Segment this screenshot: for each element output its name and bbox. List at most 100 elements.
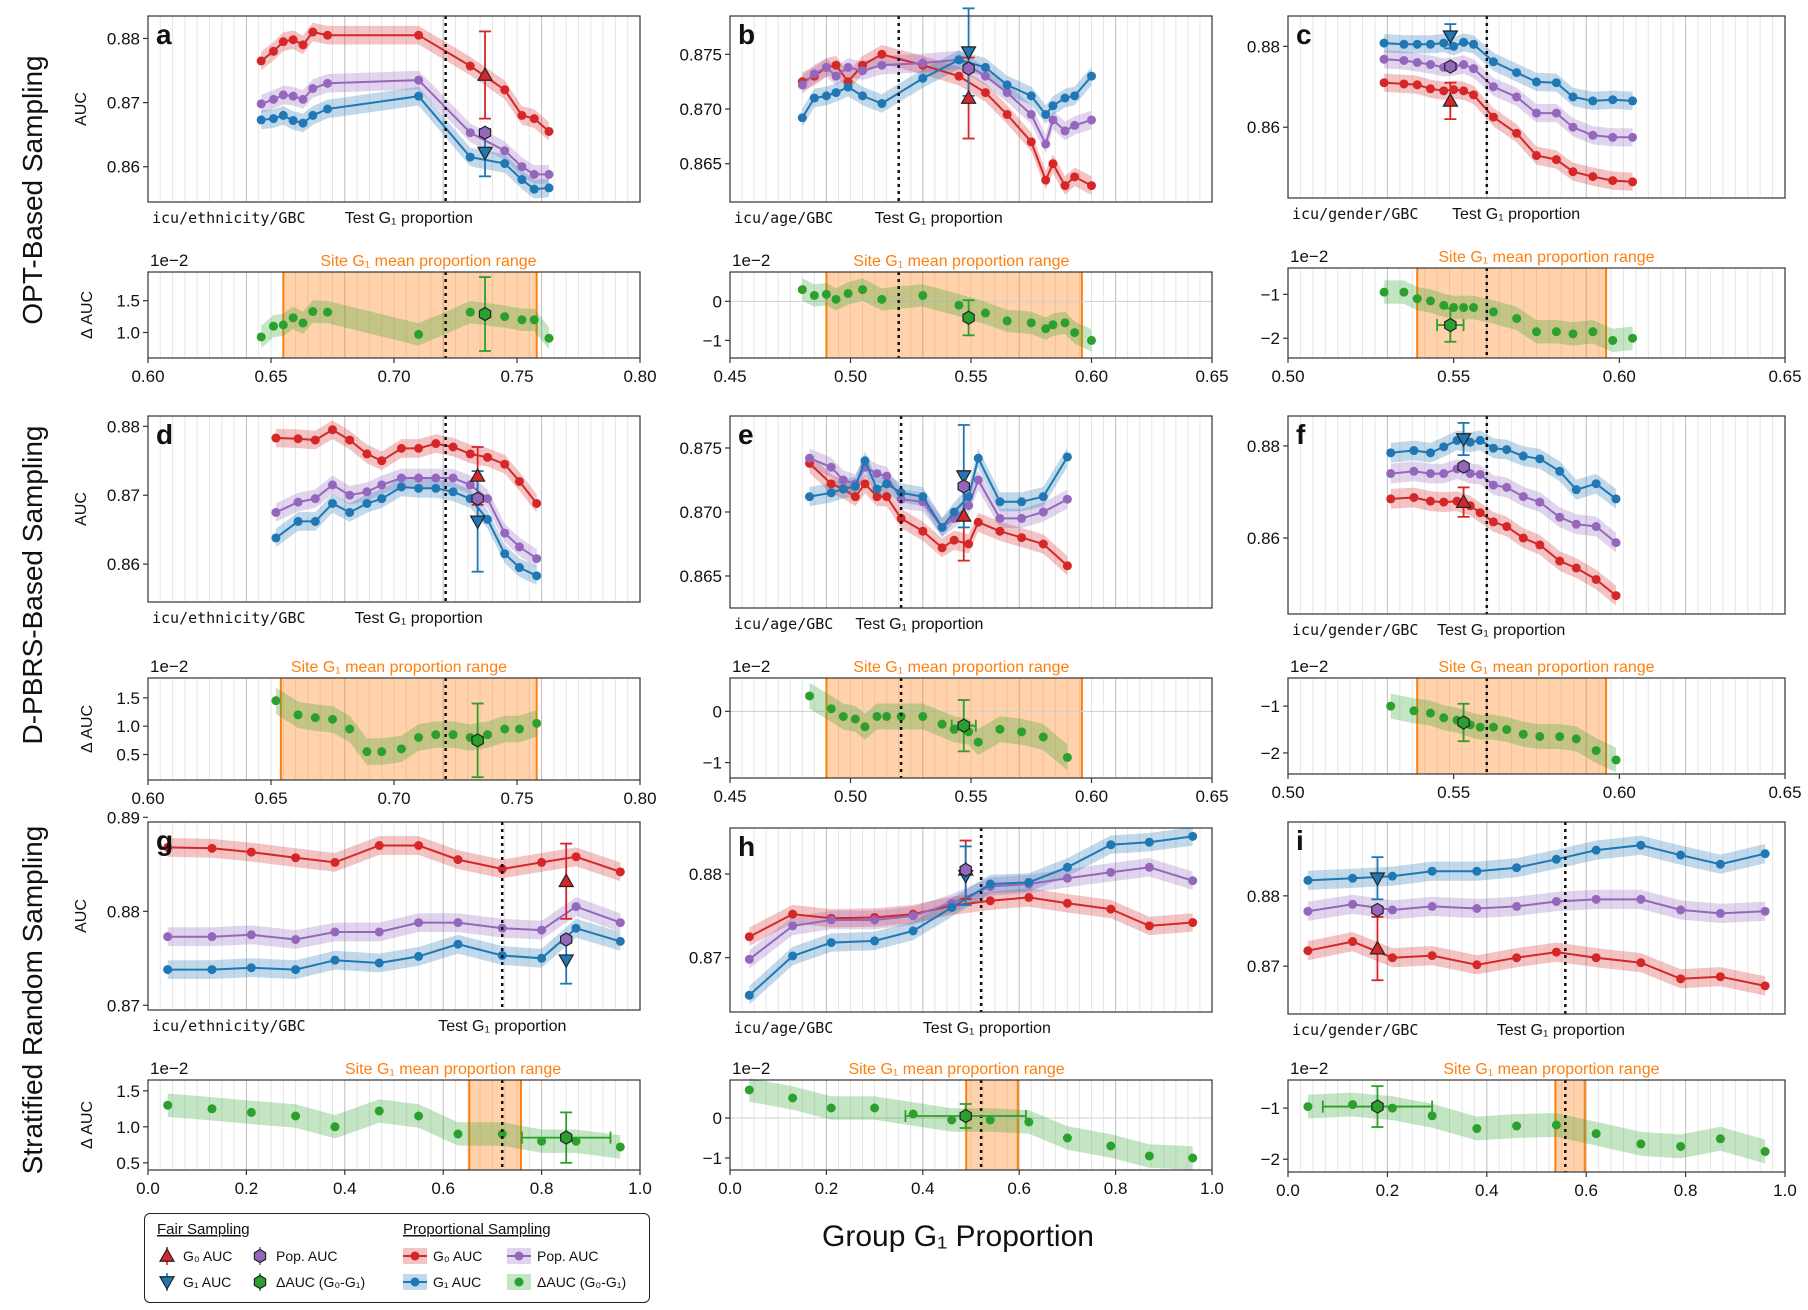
g1-point (1591, 845, 1601, 855)
g0-point (207, 843, 217, 853)
xtick-label: 0.45 (713, 367, 746, 386)
g0-point (500, 85, 510, 95)
pop-point (1535, 497, 1545, 507)
pop-point (1611, 538, 1621, 548)
g0-point (1062, 561, 1072, 571)
g1-point (1469, 39, 1479, 49)
g1-point (838, 484, 848, 494)
g1-point (323, 104, 333, 114)
g1-point (414, 91, 424, 101)
pop-point (414, 75, 424, 85)
xtick-label: 1.0 (1773, 1181, 1797, 1200)
panel-c: 0.86 0.88 −2 −1 0.50 0.55 0.60 0.65 c icu/gender/… (1247, 15, 1802, 386)
top-ytick-label: 0.870 (679, 100, 722, 119)
g0-point (1062, 898, 1072, 908)
g0-point (377, 456, 387, 466)
g1-point (268, 114, 278, 124)
g0-point (985, 896, 995, 906)
xtick-label: 0.60 (1603, 783, 1636, 802)
bottom-ytick-label: 1.5 (116, 689, 140, 708)
panel-letter: h (738, 831, 755, 862)
delta-band (749, 1078, 1193, 1170)
g0-point (788, 909, 798, 919)
g1-point (1060, 93, 1070, 103)
delta-point (954, 300, 964, 310)
test-proportion-label: Test G₁ proportion (1452, 206, 1580, 223)
g1-point (537, 953, 547, 963)
legend-dot-swatch (514, 1277, 524, 1287)
delta-point (414, 733, 424, 742)
scale-label: 1e−2 (732, 1059, 770, 1078)
delta-point (377, 747, 387, 757)
pop-point (288, 91, 298, 101)
pop-point (310, 494, 320, 504)
g1-band (275, 477, 537, 586)
delta-point (995, 724, 1005, 734)
delta-point (1469, 303, 1479, 313)
legend: Fair Sampling Proportional Sampling G₀ A… (144, 1213, 650, 1303)
delta-point (1387, 1103, 1397, 1113)
delta-point (288, 313, 298, 323)
pop-point (529, 169, 539, 179)
g0-point (293, 434, 303, 444)
top-ytick-label: 0.88 (107, 902, 140, 921)
test-proportion-label: Test G₁ proportion (355, 610, 483, 627)
delta-point (1588, 327, 1598, 337)
g0-point (1017, 533, 1027, 543)
delta-point (908, 1109, 918, 1119)
top-ylabel: AUC (73, 492, 90, 526)
g0-point (1427, 951, 1437, 961)
legend-svg: Fair Sampling Proportional Sampling G₀ A… (157, 1221, 626, 1291)
pop-point (872, 469, 882, 479)
delta-point (328, 714, 337, 724)
g1-point (532, 571, 542, 581)
pop-point (1518, 492, 1528, 502)
g1-point (1588, 96, 1598, 106)
site-range-shade (1417, 268, 1607, 358)
g0-line (1307, 940, 1766, 987)
fair-delta-marker (471, 733, 484, 748)
delta-point (278, 320, 288, 330)
delta-point (1070, 328, 1080, 338)
legend-fair-marker (158, 1276, 176, 1291)
fair-delta-marker (559, 1130, 573, 1145)
bottom-axes-frame (1287, 267, 1786, 359)
g1-point (246, 963, 256, 973)
pop-point (328, 480, 337, 490)
scale-label: 1e−2 (1290, 657, 1328, 676)
g1-band (167, 918, 621, 979)
g1-point (1472, 866, 1482, 876)
pop-band (802, 50, 1092, 154)
pop-point (1571, 519, 1581, 529)
xtick-label: 1.0 (1200, 1179, 1224, 1198)
g0-point (1060, 181, 1070, 191)
pop-point (1459, 60, 1469, 70)
delta-point (362, 747, 372, 757)
fair-pop-marker (957, 479, 971, 494)
top-axes-frame (1287, 821, 1786, 1015)
g0-point (860, 479, 870, 489)
g1-point (1386, 448, 1396, 458)
g0-point (500, 459, 510, 469)
g0-point (896, 513, 906, 523)
xtick-label: 0.60 (1075, 787, 1108, 806)
pop-band (275, 468, 537, 568)
g1-point (1188, 831, 1198, 841)
pop-point (500, 146, 510, 156)
g0-point (288, 35, 298, 45)
legend-fair-label: Pop. AUC (276, 1248, 337, 1264)
pop-point (1387, 905, 1397, 915)
g0-point (1502, 522, 1512, 532)
g0-point (850, 492, 860, 502)
g1-band (802, 50, 1092, 128)
delta-point (1459, 303, 1469, 313)
fair-delta-marker (959, 1108, 972, 1124)
fair-g1-marker (558, 954, 575, 969)
g1-band (1390, 430, 1616, 509)
delta-point (246, 1107, 256, 1117)
delta-point (831, 294, 841, 304)
scale-label: 1e−2 (150, 1059, 188, 1078)
g0-point (256, 56, 266, 66)
fair-pop-marker (1444, 59, 1457, 74)
fair-pop-marker (1371, 902, 1384, 918)
